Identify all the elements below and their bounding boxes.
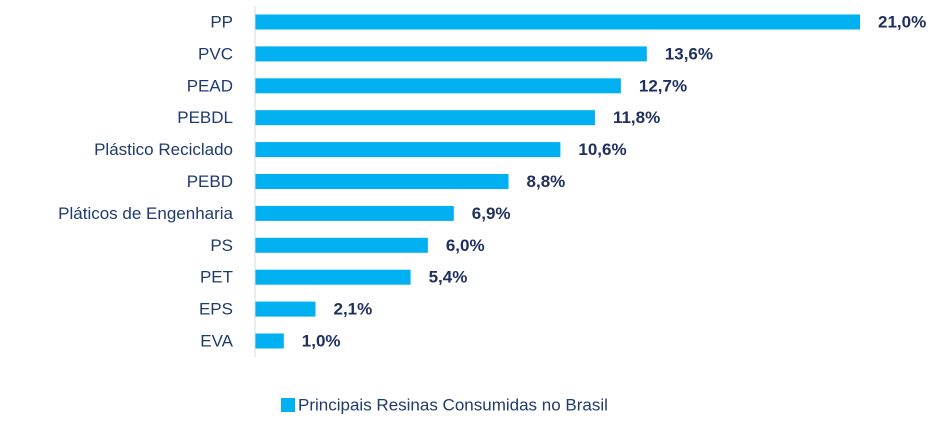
legend-swatch: [281, 398, 295, 412]
data-label: 6,0%: [446, 236, 485, 255]
category-label: EVA: [200, 331, 233, 350]
category-label: Plástico Reciclado: [94, 140, 233, 159]
bar: [255, 174, 509, 189]
category-label: EPS: [199, 300, 233, 319]
bar: [255, 205, 454, 221]
bar: [255, 237, 428, 253]
data-label: 11,8%: [613, 108, 660, 127]
category-label: PEAD: [187, 76, 233, 95]
data-label: 2,1%: [334, 300, 373, 319]
bar: [255, 333, 284, 349]
data-label: 6,9%: [472, 204, 511, 223]
category-label: PEBDL: [177, 108, 233, 127]
category-label: Pláticos de Engenharia: [58, 204, 233, 223]
category-label: PVC: [198, 44, 233, 63]
bar: [255, 46, 647, 62]
bar: [255, 78, 621, 94]
bar: [255, 110, 595, 126]
data-label: 13,6%: [665, 44, 713, 63]
bar: [255, 142, 561, 158]
data-label: 12,7%: [639, 76, 687, 95]
legend-label: Principais Resinas Consumidas no Brasil: [298, 395, 608, 414]
data-label: 21,0%: [878, 12, 926, 31]
data-label: 1,0%: [302, 331, 341, 350]
category-label: PET: [200, 268, 233, 287]
category-label: PEBD: [187, 172, 233, 191]
data-label: 8,8%: [527, 172, 566, 191]
category-label: PS: [210, 236, 233, 255]
data-label: 5,4%: [429, 268, 468, 287]
category-label: PP: [210, 12, 233, 31]
data-label: 10,6%: [578, 140, 626, 159]
bar: [255, 14, 860, 30]
bar: [255, 269, 411, 285]
bar: [255, 301, 316, 317]
